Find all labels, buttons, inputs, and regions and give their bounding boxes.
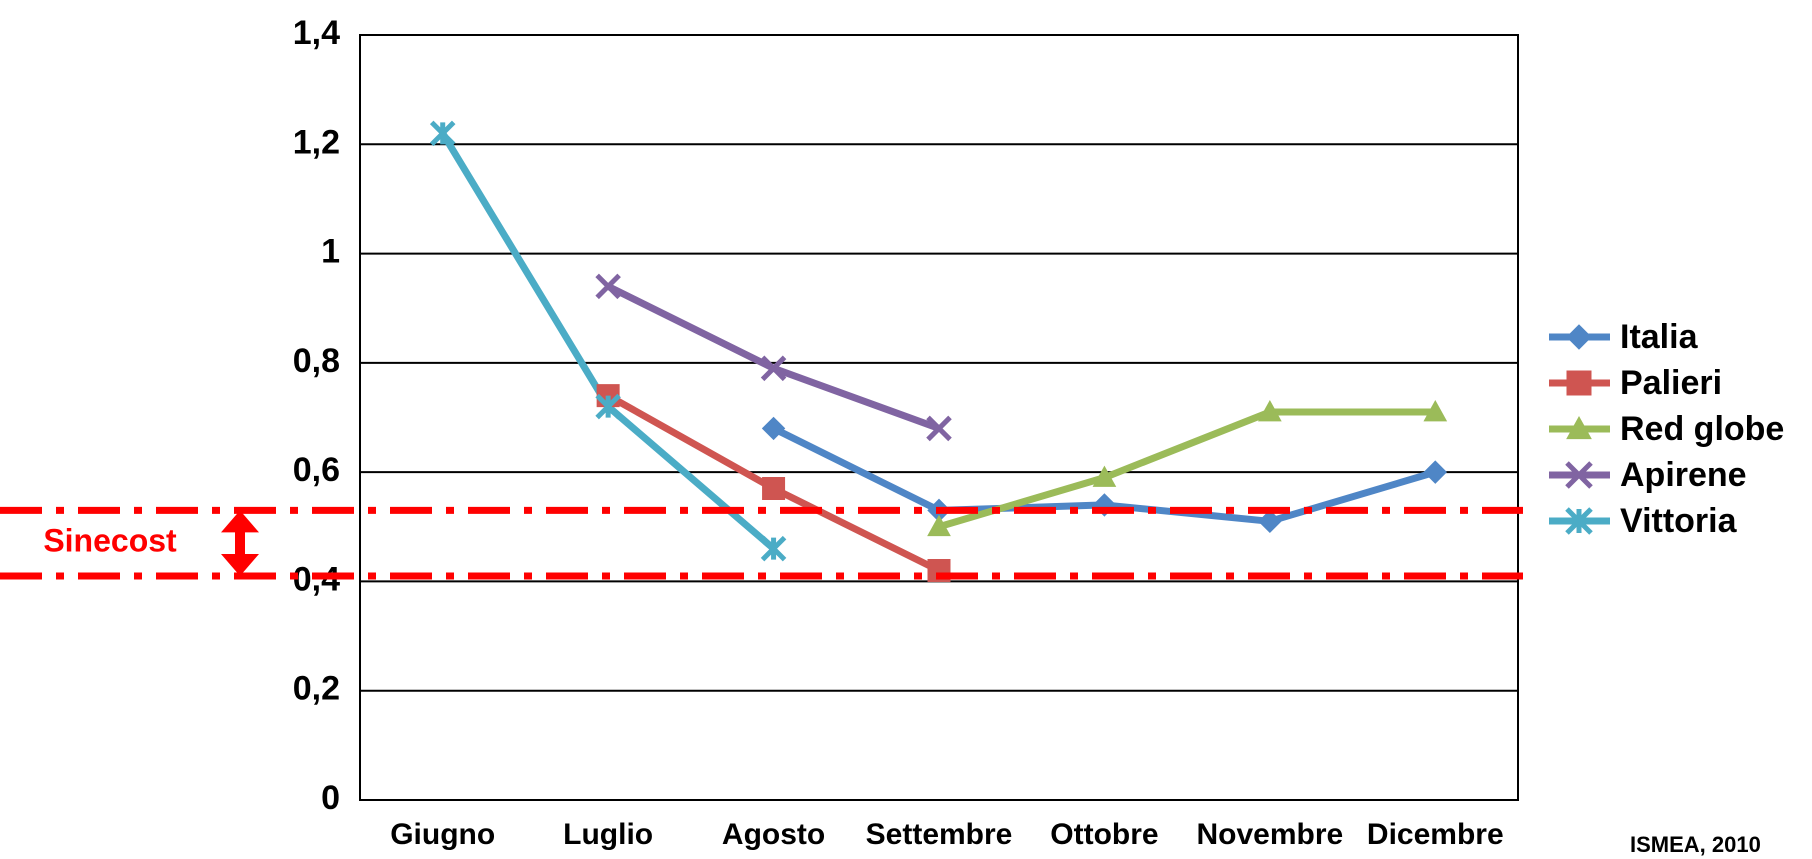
y-tick-label: 1,4 <box>293 14 340 52</box>
marker <box>1423 400 1448 422</box>
marker <box>760 535 787 562</box>
y-tick-label: 1 <box>321 233 340 271</box>
marker <box>595 273 621 300</box>
legend-label: Italia <box>1620 318 1699 356</box>
marker <box>1092 465 1117 487</box>
legend-label: Vittoria <box>1620 502 1738 540</box>
series-line <box>606 283 941 432</box>
plot-frame <box>359 34 1519 801</box>
y-tick-label: 1,2 <box>293 123 340 161</box>
marker <box>760 355 787 382</box>
x-tick-label: Dicembre <box>1367 818 1504 851</box>
marker <box>762 477 786 501</box>
marker <box>927 514 951 537</box>
legend-label: Palieri <box>1620 364 1722 402</box>
x-tick-label: Luglio <box>563 818 653 851</box>
marker <box>595 393 621 420</box>
marker <box>429 120 456 147</box>
marker <box>1258 509 1282 534</box>
marker <box>761 416 786 441</box>
y-tick-label: 0,8 <box>293 342 340 380</box>
marker <box>1566 324 1592 350</box>
x-tick-label: Agosto <box>722 818 825 851</box>
source: ISMEA, 2010 <box>1630 832 1761 857</box>
x-tick-label: Settembre <box>866 818 1013 851</box>
y-tick-label: 0,2 <box>293 670 340 708</box>
marker <box>1423 460 1447 484</box>
series-line <box>938 408 1436 531</box>
annotation-label: Sinecost <box>43 523 177 559</box>
y-tick-label: 0,6 <box>293 451 340 489</box>
marker <box>1565 507 1593 535</box>
legend-label: Apirene <box>1620 456 1747 494</box>
marker <box>926 415 952 442</box>
marker <box>1566 370 1592 396</box>
y-tick-label: 0 <box>321 779 340 817</box>
x-tick-label: Giugno <box>390 818 495 851</box>
marker <box>1258 400 1282 422</box>
arrow <box>221 510 259 576</box>
marker <box>1565 461 1593 489</box>
legend-label: Red globe <box>1620 410 1784 448</box>
marker <box>1566 415 1592 440</box>
x-tick-label: Novembre <box>1196 818 1343 851</box>
x-tick-label: Ottobre <box>1050 818 1158 851</box>
